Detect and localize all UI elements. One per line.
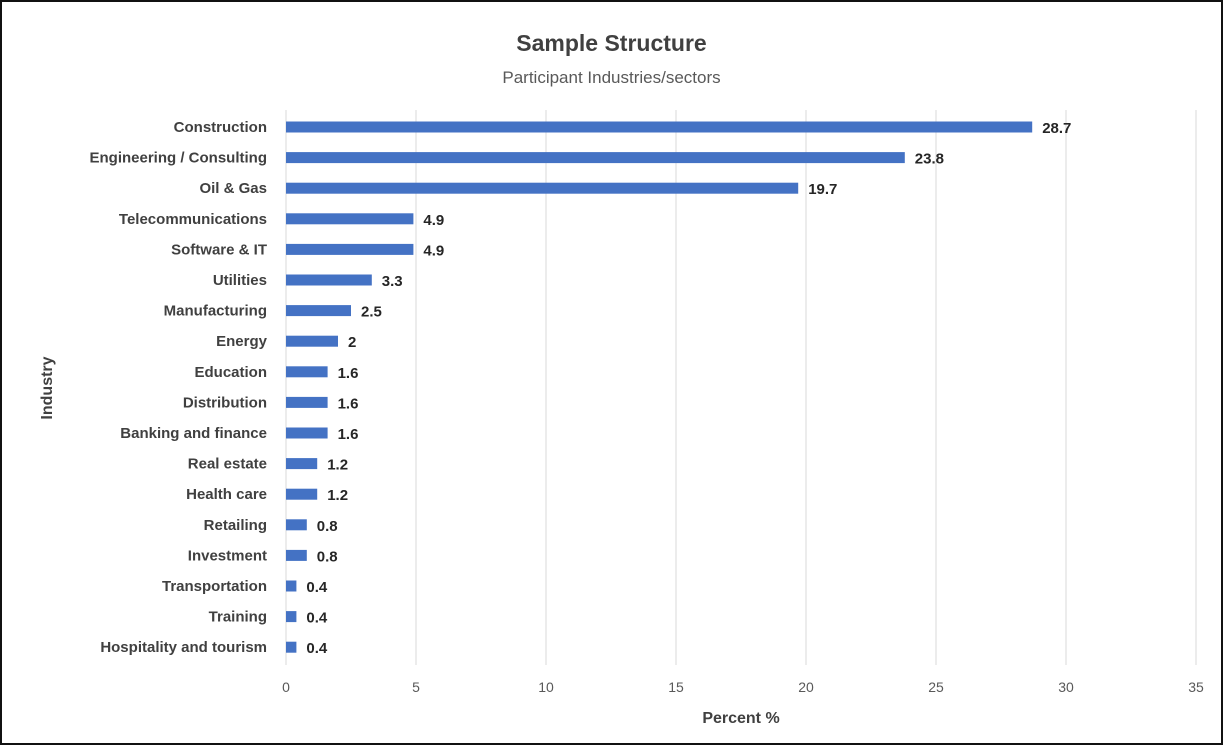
category-label: Energy — [216, 333, 268, 350]
category-label: Education — [194, 364, 267, 381]
bar — [286, 182, 799, 194]
category-label: Telecommunications — [119, 211, 267, 228]
bar — [286, 305, 351, 317]
data-label: 3.3 — [382, 273, 403, 290]
data-label: 1.2 — [327, 487, 348, 504]
data-label: 0.4 — [306, 579, 328, 596]
bar — [286, 396, 328, 408]
x-tick-label: 25 — [928, 679, 944, 695]
bar — [286, 213, 414, 225]
bar — [286, 580, 297, 592]
x-tick-label: 30 — [1058, 679, 1074, 695]
category-label: Manufacturing — [164, 303, 267, 320]
data-label: 2 — [348, 334, 356, 351]
data-label: 1.2 — [327, 457, 348, 474]
gridlines — [285, 110, 1197, 665]
category-label: Retailing — [204, 517, 267, 534]
category-label: Distribution — [183, 394, 267, 411]
category-label: Banking and finance — [120, 425, 267, 442]
bar — [286, 121, 1033, 133]
category-label: Utilities — [213, 272, 267, 289]
category-label: Transportation — [162, 578, 267, 595]
data-label: 0.4 — [306, 640, 328, 657]
x-axis-title: Percent % — [702, 710, 779, 727]
data-label: 1.6 — [338, 426, 359, 443]
bar — [286, 274, 372, 286]
category-label: Training — [209, 609, 267, 626]
data-label: 0.8 — [317, 548, 338, 565]
data-label: 1.6 — [338, 365, 359, 382]
data-label: 23.8 — [915, 151, 944, 168]
data-label: 4.9 — [423, 242, 444, 259]
bar — [286, 519, 307, 531]
bar — [286, 611, 297, 623]
bar — [286, 366, 328, 378]
bar — [286, 335, 338, 347]
x-tick-label: 10 — [538, 679, 554, 695]
bar — [286, 243, 414, 255]
labels: 0 5 10 15 20 25 30 35 Construction 28.7 Engineerin… — [90, 119, 1204, 695]
data-label: 0.4 — [306, 610, 328, 627]
category-label: Oil & Gas — [199, 180, 267, 197]
bar — [286, 549, 307, 561]
data-label: 19.7 — [808, 181, 837, 198]
data-label: 28.7 — [1042, 120, 1071, 137]
data-label: 1.6 — [338, 395, 359, 412]
bar — [286, 641, 297, 653]
bar — [286, 488, 318, 500]
category-label: Health care — [186, 486, 267, 503]
chart-title: Sample Structure — [516, 30, 707, 56]
data-label: 0.8 — [317, 518, 338, 535]
data-label: 2.5 — [361, 304, 382, 321]
category-label: Construction — [174, 119, 267, 136]
x-tick-label: 15 — [668, 679, 684, 695]
bar — [286, 427, 328, 439]
x-tick-label: 5 — [412, 679, 420, 695]
category-label: Engineering / Consulting — [90, 150, 268, 167]
bar — [286, 458, 318, 470]
category-label: Software & IT — [171, 241, 267, 258]
x-tick-label: 0 — [282, 679, 290, 695]
category-label: Real estate — [188, 456, 267, 473]
x-tick-label: 35 — [1188, 679, 1204, 695]
chart-subtitle: Participant Industries/sectors — [502, 68, 721, 87]
x-tick-label: 20 — [798, 679, 814, 695]
data-label: 4.9 — [423, 212, 444, 229]
category-label: Hospitality and tourism — [100, 639, 267, 656]
bars — [286, 121, 1033, 653]
y-axis-title: Industry — [39, 356, 56, 419]
category-label: Investment — [188, 547, 267, 564]
bar — [286, 152, 905, 164]
